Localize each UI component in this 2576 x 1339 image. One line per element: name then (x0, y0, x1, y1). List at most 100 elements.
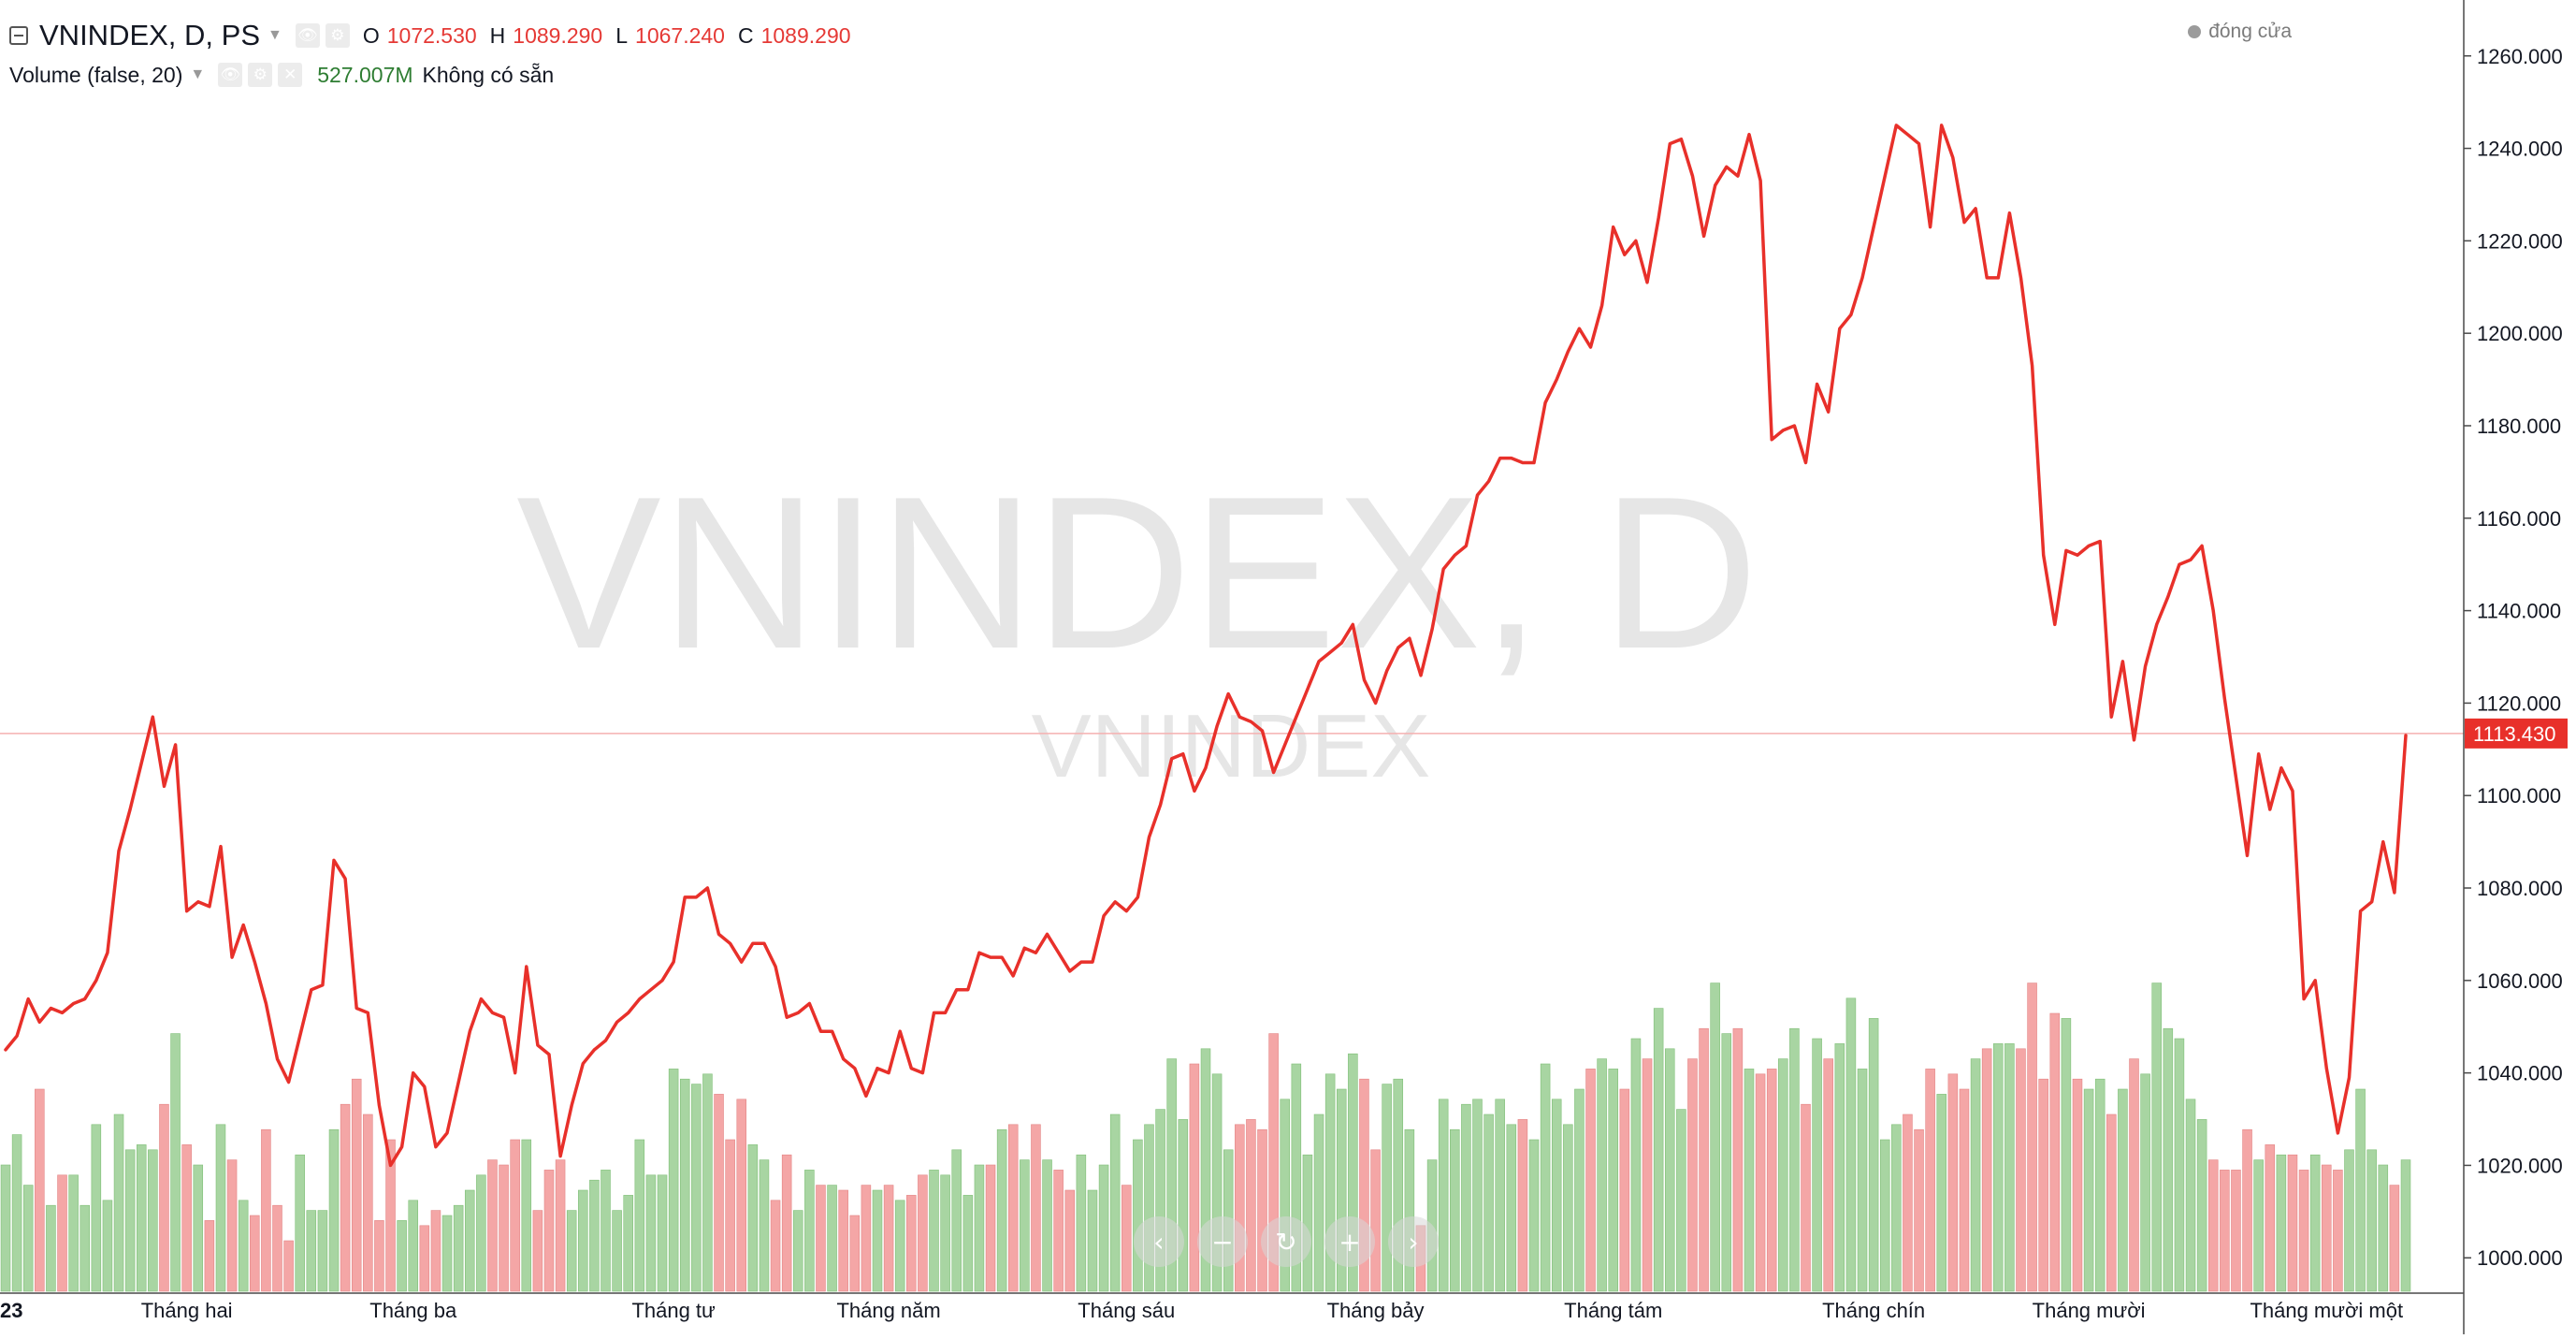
price-tick-label: 1020.000 (2477, 1154, 2563, 1177)
volume-bar (113, 1113, 124, 1292)
chevron-down-icon[interactable]: ▼ (190, 66, 206, 82)
volume-bar (1382, 1084, 1392, 1292)
volume-bar (261, 1128, 271, 1292)
volume-bar (46, 1204, 56, 1292)
volume-bar (1348, 1053, 1358, 1292)
price-tick-label: 1240.000 (2477, 138, 2563, 161)
volume-title[interactable]: Volume (false, 20) (9, 62, 183, 87)
volume-bar (2366, 1149, 2377, 1292)
volume-value: 527.007M (317, 62, 413, 87)
volume-bar (2061, 1018, 2072, 1292)
volume-bar (1495, 1099, 1505, 1292)
symbol-title[interactable]: VNINDEX, D, PS (39, 19, 260, 51)
volume-bar (1007, 1124, 1019, 1292)
volume-bar (1087, 1189, 1098, 1292)
main-legend: VNINDEX, D, PS ▼ 👁 ⚙ O 1072.530 H 1089.2… (0, 13, 851, 58)
eye-icon[interactable]: 👁 (295, 23, 320, 48)
volume-bar (578, 1189, 588, 1292)
volume-bar (883, 1185, 894, 1292)
volume-bar (1211, 1073, 1223, 1292)
chevron-left-icon[interactable]: ‹ (1134, 1216, 1184, 1267)
eye-icon[interactable]: 👁 (218, 63, 243, 87)
low-key: L (615, 22, 629, 48)
volume-bar (691, 1084, 702, 1292)
volume-bar (1676, 1109, 1686, 1292)
volume-bar (2049, 1012, 2061, 1292)
volume-bar (1608, 1069, 1618, 1292)
volume-bar (181, 1144, 192, 1292)
volume-bar (2333, 1170, 2343, 1292)
volume-bar (1789, 1027, 1800, 1292)
price-tick-label: 1260.000 (2477, 45, 2563, 68)
market-status: đóng cửa (2188, 21, 2292, 43)
volume-bar (2038, 1078, 2048, 1292)
volume-bar (2378, 1164, 2389, 1292)
volume-bar (532, 1210, 543, 1292)
time-axis[interactable]: 23 Tháng hai Tháng ba Tháng tư Tháng năm Thán… (0, 1292, 2464, 1322)
price-tick-label: 1120.000 (2477, 691, 2561, 715)
volume-bar (1710, 982, 1720, 1292)
volume-bar (702, 1073, 713, 1292)
volume-bar (351, 1078, 362, 1292)
zoom-in-icon[interactable]: + (1324, 1216, 1375, 1267)
volume-bar (1155, 1109, 1165, 1292)
chart-navigation: ‹ − ↻ + › (1134, 1216, 1452, 1267)
volume-bar (2129, 1058, 2139, 1292)
volume-bar (1472, 1099, 1483, 1292)
price-axis[interactable]: 1000.000 1020.000 1040.000 1060.000 1080.000… (2463, 0, 2563, 1334)
volume-bar (1755, 1073, 1766, 1292)
volume-bar (759, 1159, 770, 1292)
volume-bar (1732, 1027, 1744, 1292)
volume-bar (1574, 1088, 1585, 1292)
volume-bar (1868, 1018, 1879, 1292)
volume-bar (2004, 1043, 2015, 1292)
last-price-label-group: 1113.430 (2465, 718, 2568, 749)
volume-bar (1857, 1069, 1868, 1292)
chevron-right-icon[interactable]: › (1388, 1216, 1439, 1267)
volume-bar (1133, 1139, 1143, 1292)
volume-bar (725, 1139, 735, 1292)
volume-bar (645, 1174, 657, 1292)
price-series-line[interactable] (4, 124, 2408, 1168)
open-key: O (362, 22, 380, 48)
volume-bar (2389, 1185, 2400, 1292)
volume-bar (555, 1159, 566, 1292)
volume-bar (1914, 1128, 1924, 1292)
volume-bar (1246, 1119, 1256, 1292)
gear-icon[interactable]: ⚙ (325, 23, 350, 48)
volume-bar (397, 1220, 407, 1292)
close-icon[interactable]: ✕ (278, 63, 303, 87)
volume-bar (1268, 1033, 1279, 1292)
volume-bar (1970, 1058, 1981, 1292)
volume-bar (1109, 1113, 1121, 1292)
collapse-legend-icon[interactable] (9, 26, 28, 45)
gear-icon[interactable]: ⚙ (248, 63, 273, 87)
volume-bar (781, 1154, 792, 1292)
volume-bar (419, 1225, 430, 1292)
volume-bar (566, 1210, 577, 1292)
watermark-sub: VNINDEX (1032, 696, 1431, 796)
volume-bar (1528, 1139, 1540, 1292)
volume-bar (1280, 1099, 1290, 1292)
volume-bar (80, 1204, 90, 1292)
volume-bar (1721, 1033, 1732, 1292)
close-value: 1089.290 (760, 22, 851, 48)
volume-bar (1845, 997, 1857, 1292)
volume-bar (714, 1094, 724, 1292)
volume-bar (940, 1174, 950, 1292)
last-price-label-bg (2465, 718, 2568, 749)
reset-icon[interactable]: ↻ (1261, 1216, 1311, 1267)
price-tick-label: 1160.000 (2477, 507, 2561, 531)
volume-bar (11, 1134, 22, 1292)
volume-bar (204, 1220, 215, 1292)
time-tick-label: Tháng tư (631, 1299, 716, 1322)
volume-bar (340, 1103, 351, 1292)
volume-bar (453, 1204, 464, 1292)
price-tick-label: 1180.000 (2477, 415, 2561, 438)
zoom-out-icon[interactable]: − (1197, 1216, 1248, 1267)
volume-bar (1370, 1149, 1381, 1292)
volume-bar (996, 1128, 1007, 1292)
chevron-down-icon[interactable]: ▼ (268, 27, 282, 43)
